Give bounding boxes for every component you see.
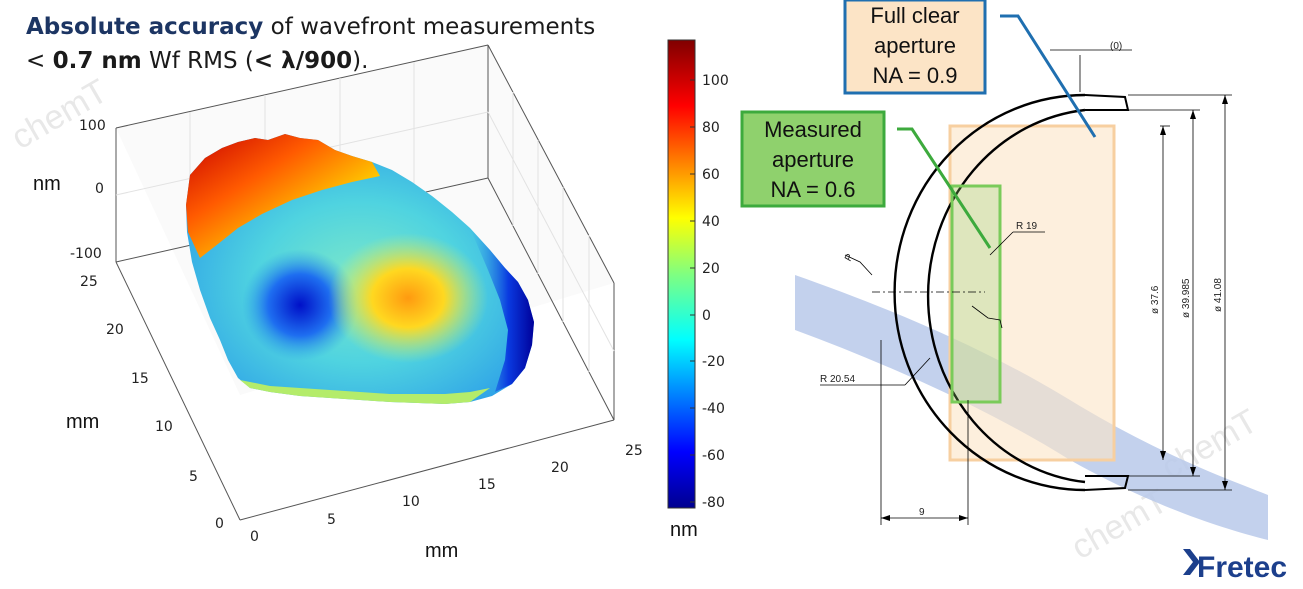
z-tick-100: 100 [79,118,106,134]
surface-bottom-edge [240,380,490,404]
logo-text: Fretec [1197,551,1287,584]
callout-measured-aperture: Measured aperture NA = 0.6 [740,110,992,249]
colorbar-tick: 20 [702,261,720,277]
colorbar-tick: -20 [702,354,725,370]
colorbar: 100 80 60 40 20 0 -20 -40 -60 -80 nm [667,39,729,541]
title-end: ). [352,48,369,74]
lens-outer-surface [893,93,1086,492]
measured-aperture-callout-box [740,110,886,208]
wavefront-surface [186,134,534,404]
dim-radius-20-54: R 20.54 [820,374,855,385]
measured-aperture-line-1: Measured [764,117,862,142]
full-aperture-leader [1000,14,1097,138]
y-tick-25: 25 [80,274,98,290]
lens-flange-bottom [1084,475,1130,491]
colorbar-tick: 60 [702,167,720,183]
title-accent: Absolute accuracy [26,14,264,40]
dim-diameter-41-08: ø 41.08 [1213,278,1224,312]
surface-low-region [242,249,358,361]
title-ratio: < λ/900 [253,48,353,74]
y-tick-5: 5 [189,469,198,485]
full-aperture-region [948,124,1116,462]
colorbar-tick: 40 [702,214,720,230]
dim-diameter-37-6: ø 37.6 [1150,285,1161,314]
title-line-1: Absolute accuracy of wavefront measureme… [26,10,595,44]
title-line-2: < 0.7 nm Wf RMS (< λ/900). [26,44,595,78]
x-tick-0: 0 [250,529,259,545]
x-axis-label: mm [425,540,458,562]
x-tick-25: 25 [625,443,643,459]
y-axis-label: mm [66,411,99,433]
lens-flange-top [1084,94,1130,111]
surface-right-edge [470,228,534,392]
measured-aperture-region [950,184,1002,404]
z-axis-label: nm [33,173,61,195]
dim-diameter-39-985: ø 39.985 [1181,278,1192,318]
full-aperture-line-3: NA = 0.9 [872,63,957,88]
dim-zero: (0) [1110,41,1122,52]
x-tick-10: 10 [402,494,420,510]
y-tick-20: 20 [106,322,124,338]
title-line1-rest: of wavefront measurements [263,14,596,40]
colorbar-tick: -80 [702,495,725,511]
full-aperture-callout-box [843,0,987,95]
title-mid: Wf RMS ( [141,48,254,74]
lens-inner-surface [926,108,1086,484]
colorbar-tick: -60 [702,448,725,464]
logo-mark-icon [1183,549,1200,575]
surface-plot-3d: 100 0 -100 nm 25 20 15 10 5 0 mm 0 5 10 … [33,44,643,562]
measured-aperture-leader [897,127,992,249]
y-tick-15: 15 [131,371,149,387]
measured-aperture-line-3: NA = 0.6 [770,177,855,202]
z-tick-minus100: -100 [70,246,102,262]
title-rms-value: 0.7 nm [52,48,142,74]
colorbar-tick: 80 [702,120,720,136]
x-tick-20: 20 [551,460,569,476]
dimension-lines [820,49,1232,525]
colorbar-tick: 0 [702,308,711,324]
dimension-arrowheads [881,95,1228,521]
colorbar-gradient [667,39,696,509]
watermark-1: chemT [5,72,114,157]
x-tick-5: 5 [327,512,336,528]
lens-drawing: (0) R 19 R 20.54 9 ø 37.6 ø 39.985 ø 41.… [740,0,1268,540]
company-logo: Fretec [1183,549,1287,584]
callout-full-aperture: Full clear aperture NA = 0.9 [843,0,1097,138]
surface-mark-p: P [843,252,856,264]
colorbar-unit-label: nm [670,519,698,541]
y-tick-10: 10 [155,419,173,435]
colorbar-tick: -40 [702,401,725,417]
measured-aperture-line-2: aperture [772,147,854,172]
full-aperture-line-2: aperture [874,33,956,58]
surface-high-rim [186,134,380,258]
y-tick-0: 0 [215,516,224,532]
slide-title: Absolute accuracy of wavefront measureme… [26,10,595,78]
x-tick-15: 15 [478,477,496,493]
dim-offset-9: 9 [919,507,925,518]
dim-radius-19: R 19 [1016,221,1038,232]
colorbar-tick: 100 [702,73,729,89]
z-tick-0: 0 [95,181,104,197]
full-aperture-line-1: Full clear [870,3,959,28]
surface-high-bump [328,233,488,363]
title-lt: < [26,48,53,74]
